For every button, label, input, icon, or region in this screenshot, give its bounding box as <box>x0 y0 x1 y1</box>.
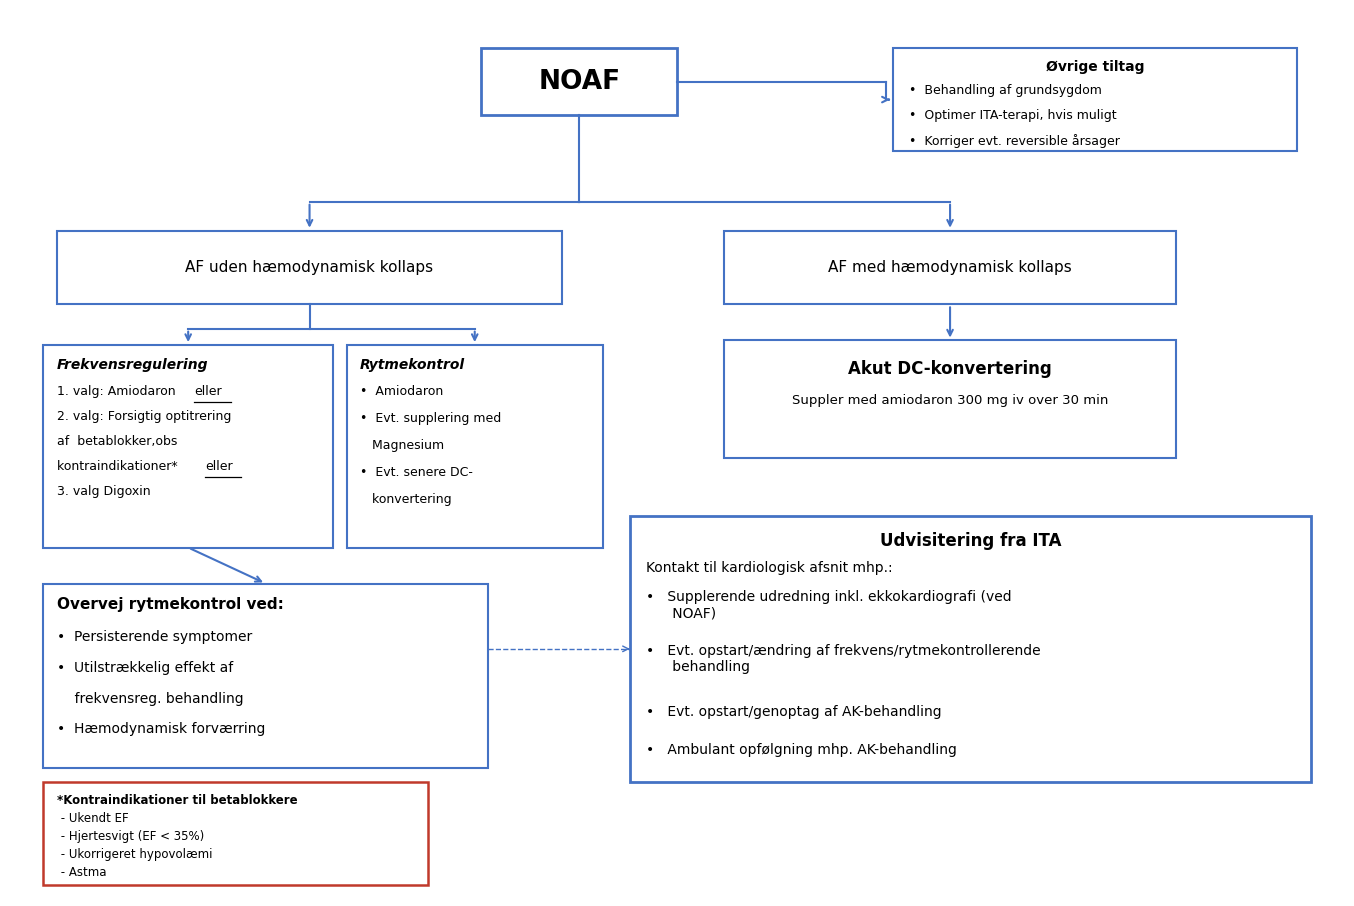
Text: AF med hæmodynamisk kollaps: AF med hæmodynamisk kollaps <box>829 260 1072 275</box>
Text: Frekvensregulering: Frekvensregulering <box>57 358 209 371</box>
Text: 3. valg Digoxin: 3. valg Digoxin <box>57 486 150 498</box>
FancyBboxPatch shape <box>43 782 428 885</box>
FancyBboxPatch shape <box>892 48 1297 151</box>
Text: •   Supplerende udredning inkl. ekkokardiografi (ved
      NOAF): • Supplerende udredning inkl. ekkokardio… <box>646 590 1011 620</box>
Text: •   Ambulant opfølgning mhp. AK-behandling: • Ambulant opfølgning mhp. AK-behandling <box>646 743 957 757</box>
Text: •   Evt. opstart/ændring af frekvens/rytmekontrollerende
      behandling: • Evt. opstart/ændring af frekvens/rytme… <box>646 644 1041 674</box>
Text: •  Evt. supplering med: • Evt. supplering med <box>360 411 501 425</box>
Text: eller: eller <box>204 460 233 473</box>
Text: •  Korriger evt. reversible årsager: • Korriger evt. reversible årsager <box>909 134 1120 149</box>
Text: konvertering: konvertering <box>360 493 452 506</box>
Text: •  Optimer ITA-terapi, hvis muligt: • Optimer ITA-terapi, hvis muligt <box>909 109 1117 122</box>
Text: Suppler med amiodaron 300 mg iv over 30 min: Suppler med amiodaron 300 mg iv over 30 … <box>792 394 1108 408</box>
Text: *Kontraindikationer til betablokkere: *Kontraindikationer til betablokkere <box>57 795 298 807</box>
Text: •  Utilstrækkelig effekt af: • Utilstrækkelig effekt af <box>57 661 233 675</box>
FancyBboxPatch shape <box>43 345 333 547</box>
Text: 1. valg: Amiodaron: 1. valg: Amiodaron <box>57 384 179 398</box>
Text: Rytmekontrol: Rytmekontrol <box>360 358 466 371</box>
Text: - Astma: - Astma <box>57 866 106 880</box>
Text: •  Persisterende symptomer: • Persisterende symptomer <box>57 631 252 644</box>
Text: Overvej rytmekontrol ved:: Overvej rytmekontrol ved: <box>57 597 283 612</box>
FancyBboxPatch shape <box>43 583 489 768</box>
FancyBboxPatch shape <box>482 48 677 115</box>
Text: - Ukorrigeret hypovolæmi: - Ukorrigeret hypovolæmi <box>57 848 213 862</box>
Text: frekvensreg. behandling: frekvensreg. behandling <box>57 691 244 706</box>
Text: •  Evt. senere DC-: • Evt. senere DC- <box>360 466 473 478</box>
Text: •  Behandling af grundsygdom: • Behandling af grundsygdom <box>909 84 1102 97</box>
Text: •  Amiodaron: • Amiodaron <box>360 384 443 398</box>
Text: Magnesium: Magnesium <box>360 439 444 451</box>
FancyBboxPatch shape <box>630 516 1311 782</box>
Text: - Hjertesvigt (EF < 35%): - Hjertesvigt (EF < 35%) <box>57 830 204 843</box>
Text: eller: eller <box>194 384 222 398</box>
FancyBboxPatch shape <box>347 345 603 547</box>
Text: Udvisitering fra ITA: Udvisitering fra ITA <box>880 532 1062 550</box>
Text: af  betablokker,obs: af betablokker,obs <box>57 435 177 448</box>
FancyBboxPatch shape <box>724 341 1175 458</box>
Text: 2. valg: Forsigtig optitrering: 2. valg: Forsigtig optitrering <box>57 410 232 423</box>
Text: NOAF: NOAF <box>538 69 620 94</box>
Text: Akut DC-konvertering: Akut DC-konvertering <box>848 361 1052 378</box>
Text: AF uden hæmodynamisk kollaps: AF uden hæmodynamisk kollaps <box>185 260 433 275</box>
Text: - Ukendt EF: - Ukendt EF <box>57 813 129 825</box>
FancyBboxPatch shape <box>724 231 1175 304</box>
FancyBboxPatch shape <box>57 231 562 304</box>
Text: kontraindikationer*: kontraindikationer* <box>57 460 181 473</box>
Text: •   Evt. opstart/genoptag af AK-behandling: • Evt. opstart/genoptag af AK-behandling <box>646 705 941 719</box>
Text: Kontakt til kardiologisk afsnit mhp.:: Kontakt til kardiologisk afsnit mhp.: <box>646 561 892 575</box>
Text: Øvrige tiltag: Øvrige tiltag <box>1045 61 1144 74</box>
Text: •  Hæmodynamisk forværring: • Hæmodynamisk forværring <box>57 722 265 737</box>
